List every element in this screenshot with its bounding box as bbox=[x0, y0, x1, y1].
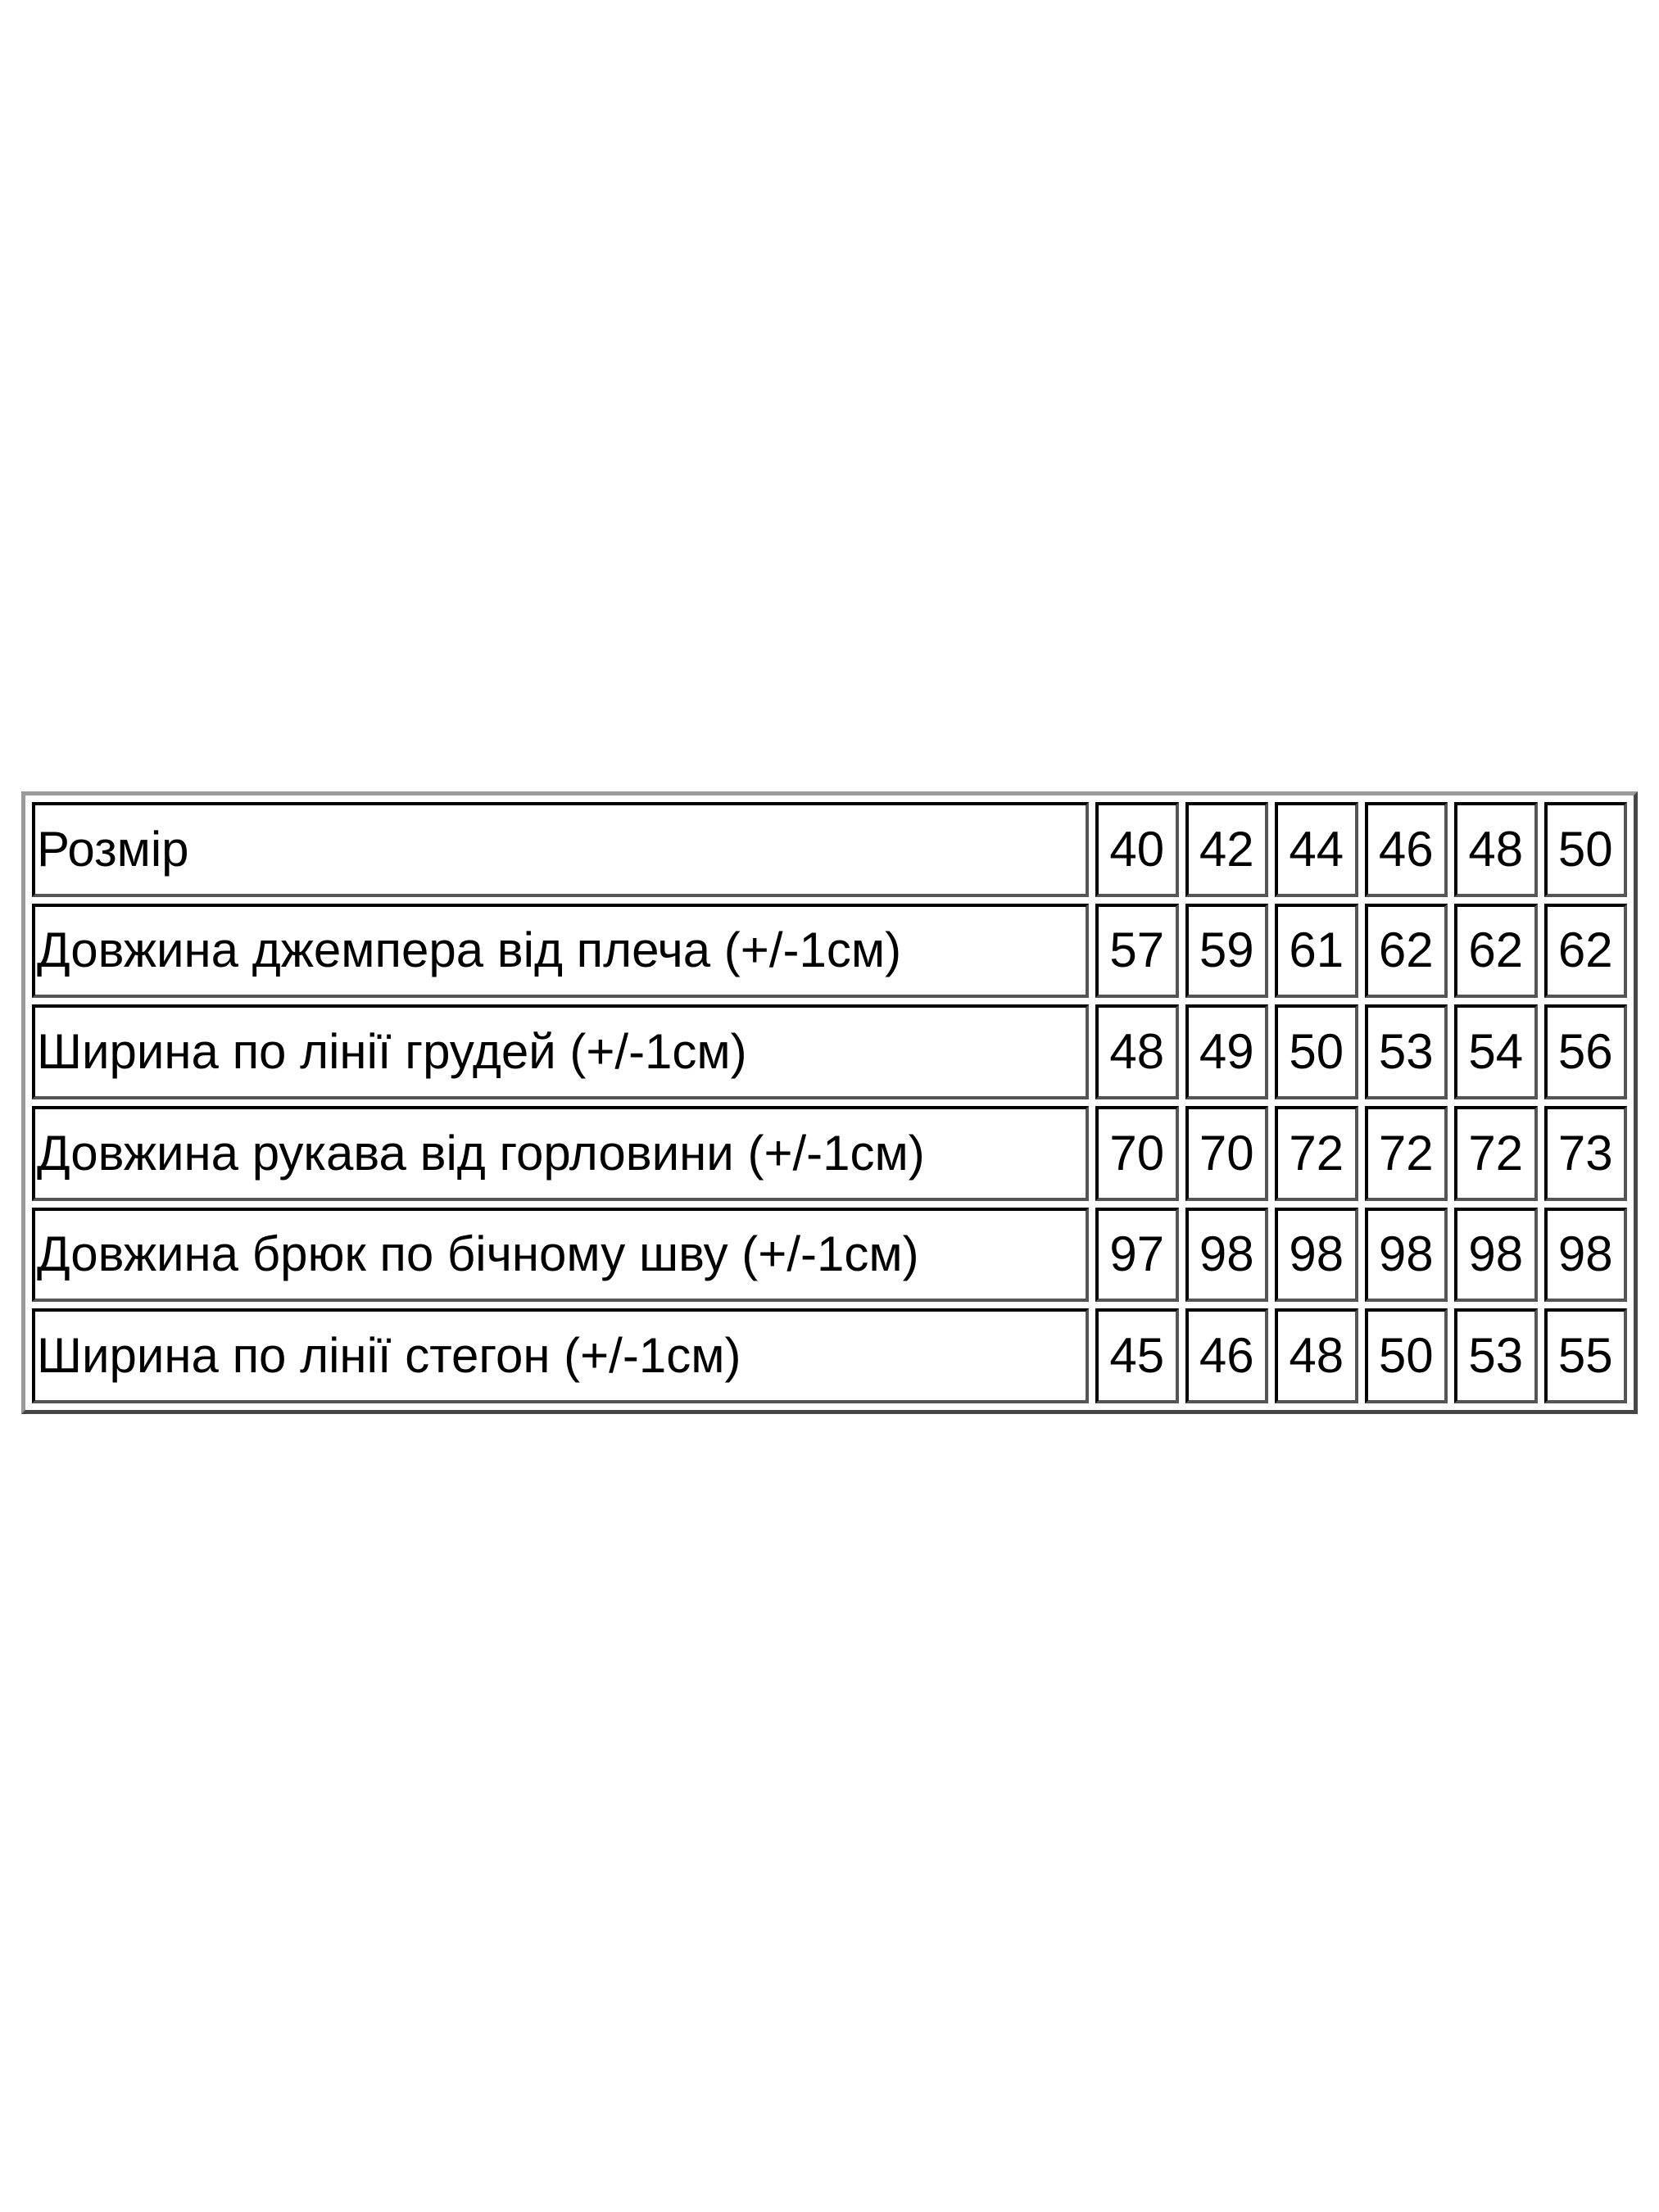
size-value-cell: 59 bbox=[1185, 903, 1268, 999]
size-value-cell: 48 bbox=[1454, 802, 1538, 897]
size-value-cell: 98 bbox=[1275, 1207, 1358, 1303]
size-value-cell: 45 bbox=[1095, 1308, 1179, 1403]
row-label: Довжина брюк по бічному шву (+/-1см) bbox=[32, 1207, 1089, 1303]
size-value-cell: 53 bbox=[1454, 1308, 1538, 1403]
size-value-cell: 62 bbox=[1543, 903, 1627, 999]
table-row: Довжина брюк по бічному шву (+/-1см) 97 98… bbox=[32, 1207, 1627, 1303]
size-value-cell: 57 bbox=[1095, 903, 1179, 999]
size-value-cell: 72 bbox=[1454, 1105, 1538, 1201]
size-value-cell: 72 bbox=[1364, 1105, 1448, 1201]
size-value-cell: 42 bbox=[1185, 802, 1268, 897]
row-label: Розмір bbox=[32, 802, 1089, 897]
size-value-cell: 98 bbox=[1185, 1207, 1268, 1303]
size-value-cell: 62 bbox=[1364, 903, 1448, 999]
size-value-cell: 98 bbox=[1454, 1207, 1538, 1303]
header-row: Розмір 40 42 44 46 48 50 bbox=[32, 802, 1627, 897]
table-row: Ширина по лінії стегон (+/-1см) 45 46 48 50 5… bbox=[32, 1308, 1627, 1403]
size-value-cell: 40 bbox=[1095, 802, 1179, 897]
size-value-cell: 46 bbox=[1364, 802, 1448, 897]
size-value-cell: 61 bbox=[1275, 903, 1358, 999]
size-chart-table: Розмір 40 42 44 46 48 50 Довжина джемпера від п… bbox=[21, 791, 1638, 1414]
table-row: Довжина рукава від горловини (+/-1см) 70 7… bbox=[32, 1105, 1627, 1201]
size-value-cell: 49 bbox=[1185, 1004, 1268, 1099]
row-label: Довжина рукава від горловини (+/-1см) bbox=[32, 1105, 1089, 1201]
size-value-cell: 56 bbox=[1543, 1004, 1627, 1099]
row-label: Довжина джемпера від плеча (+/-1см) bbox=[32, 903, 1089, 999]
size-value-cell: 62 bbox=[1454, 903, 1538, 999]
size-value-cell: 50 bbox=[1364, 1308, 1448, 1403]
size-value-cell: 50 bbox=[1543, 802, 1627, 897]
row-label: Ширина по лінії стегон (+/-1см) bbox=[32, 1308, 1089, 1403]
size-value-cell: 72 bbox=[1275, 1105, 1358, 1201]
size-value-cell: 44 bbox=[1275, 802, 1358, 897]
size-value-cell: 46 bbox=[1185, 1308, 1268, 1403]
size-value-cell: 70 bbox=[1185, 1105, 1268, 1201]
size-value-cell: 97 bbox=[1095, 1207, 1179, 1303]
size-value-cell: 98 bbox=[1364, 1207, 1448, 1303]
table-row: Ширина по лінії грудей (+/-1см) 48 49 50 53 5… bbox=[32, 1004, 1627, 1099]
size-value-cell: 48 bbox=[1275, 1308, 1358, 1403]
table-row: Довжина джемпера від плеча (+/-1см) 57 59 6… bbox=[32, 903, 1627, 999]
size-value-cell: 54 bbox=[1454, 1004, 1538, 1099]
size-value-cell: 48 bbox=[1095, 1004, 1179, 1099]
size-value-cell: 50 bbox=[1275, 1004, 1358, 1099]
size-value-cell: 53 bbox=[1364, 1004, 1448, 1099]
size-value-cell: 73 bbox=[1543, 1105, 1627, 1201]
size-value-cell: 98 bbox=[1543, 1207, 1627, 1303]
row-label: Ширина по лінії грудей (+/-1см) bbox=[32, 1004, 1089, 1099]
size-value-cell: 70 bbox=[1095, 1105, 1179, 1201]
size-value-cell: 55 bbox=[1543, 1308, 1627, 1403]
